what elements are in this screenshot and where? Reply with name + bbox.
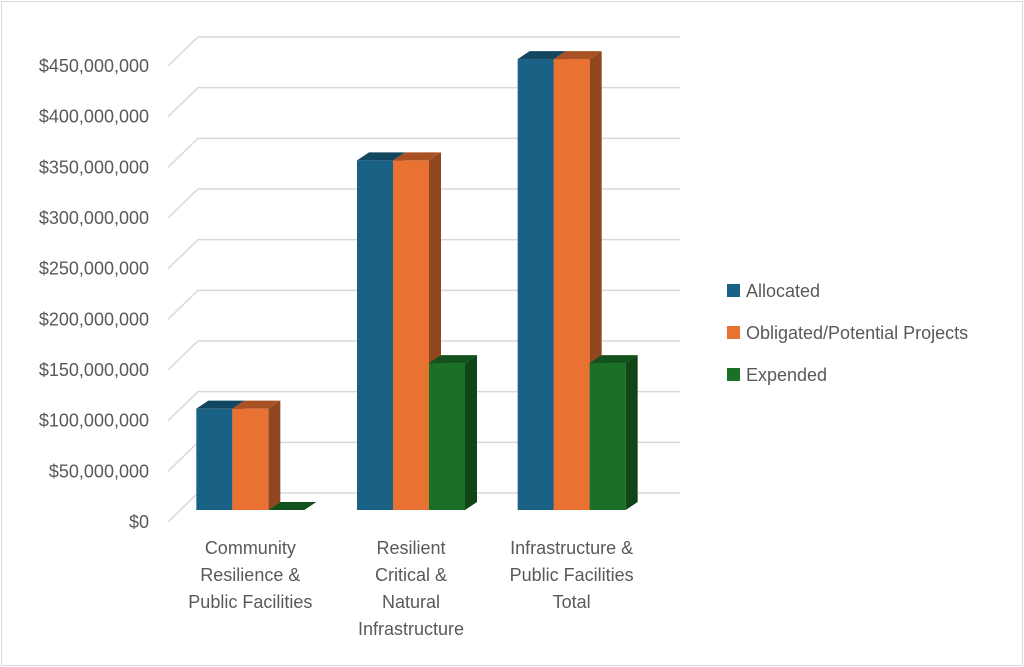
bar-side xyxy=(625,355,638,510)
category-label: Resilient Critical & Natural Infrastructure xyxy=(358,538,464,639)
gridline xyxy=(167,36,680,67)
bar-top xyxy=(268,502,317,510)
legend-label: Expended xyxy=(746,365,827,385)
bar-top xyxy=(589,355,638,364)
y-tick-label: $400,000,000 xyxy=(39,107,149,127)
bar-front xyxy=(196,408,233,510)
bar xyxy=(232,400,281,510)
legend-label: Allocated xyxy=(746,281,820,301)
bar-front xyxy=(589,363,626,510)
bar-top xyxy=(517,51,566,60)
bar-front xyxy=(553,59,590,511)
y-tick-label: $350,000,000 xyxy=(39,157,149,177)
bar-front xyxy=(393,160,429,510)
bar xyxy=(429,355,477,510)
bar-side xyxy=(268,400,281,510)
bar-front xyxy=(517,59,554,511)
legend-label: Obligated/Potential Projects xyxy=(746,323,968,343)
bar-front xyxy=(232,408,269,510)
y-tick-label: $300,000,000 xyxy=(39,208,149,228)
y-tick-label: $50,000,000 xyxy=(49,461,149,481)
legend-swatch xyxy=(727,326,740,339)
y-tick-label: $0 xyxy=(129,512,149,532)
y-tick-label: $250,000,000 xyxy=(39,259,149,279)
bar-top xyxy=(393,152,441,161)
legend-swatch xyxy=(727,284,740,297)
y-axis-ticks: $0 $50,000,000 $100,000,000 $150,000,000 $20… xyxy=(39,56,149,532)
category-label: Community Resilience & Public Facilities xyxy=(188,538,312,612)
bar xyxy=(268,502,317,510)
bar xyxy=(393,152,441,510)
bar xyxy=(589,355,638,510)
y-tick-label: $100,000,000 xyxy=(39,411,149,431)
y-tick-label: $150,000,000 xyxy=(39,360,149,380)
bars xyxy=(196,51,638,511)
bar-top xyxy=(429,355,477,364)
bar-side xyxy=(465,355,477,510)
bar-top xyxy=(196,400,245,409)
y-tick-label: $200,000,000 xyxy=(39,309,149,329)
category-label: Infrastructure & Public Facilities Total xyxy=(510,538,634,612)
bar-top xyxy=(357,152,405,161)
x-axis-categories: Community Resilience & Public Facilities Re… xyxy=(188,538,633,639)
gridline xyxy=(167,86,680,118)
bar-front xyxy=(429,363,465,510)
legend: Allocated Obligated/Potential Projects Exp… xyxy=(727,281,968,385)
bar-top xyxy=(553,51,602,60)
bar-front xyxy=(357,160,393,510)
legend-swatch xyxy=(727,368,740,381)
y-tick-label: $450,000,000 xyxy=(39,56,149,76)
bar-top xyxy=(232,400,281,409)
